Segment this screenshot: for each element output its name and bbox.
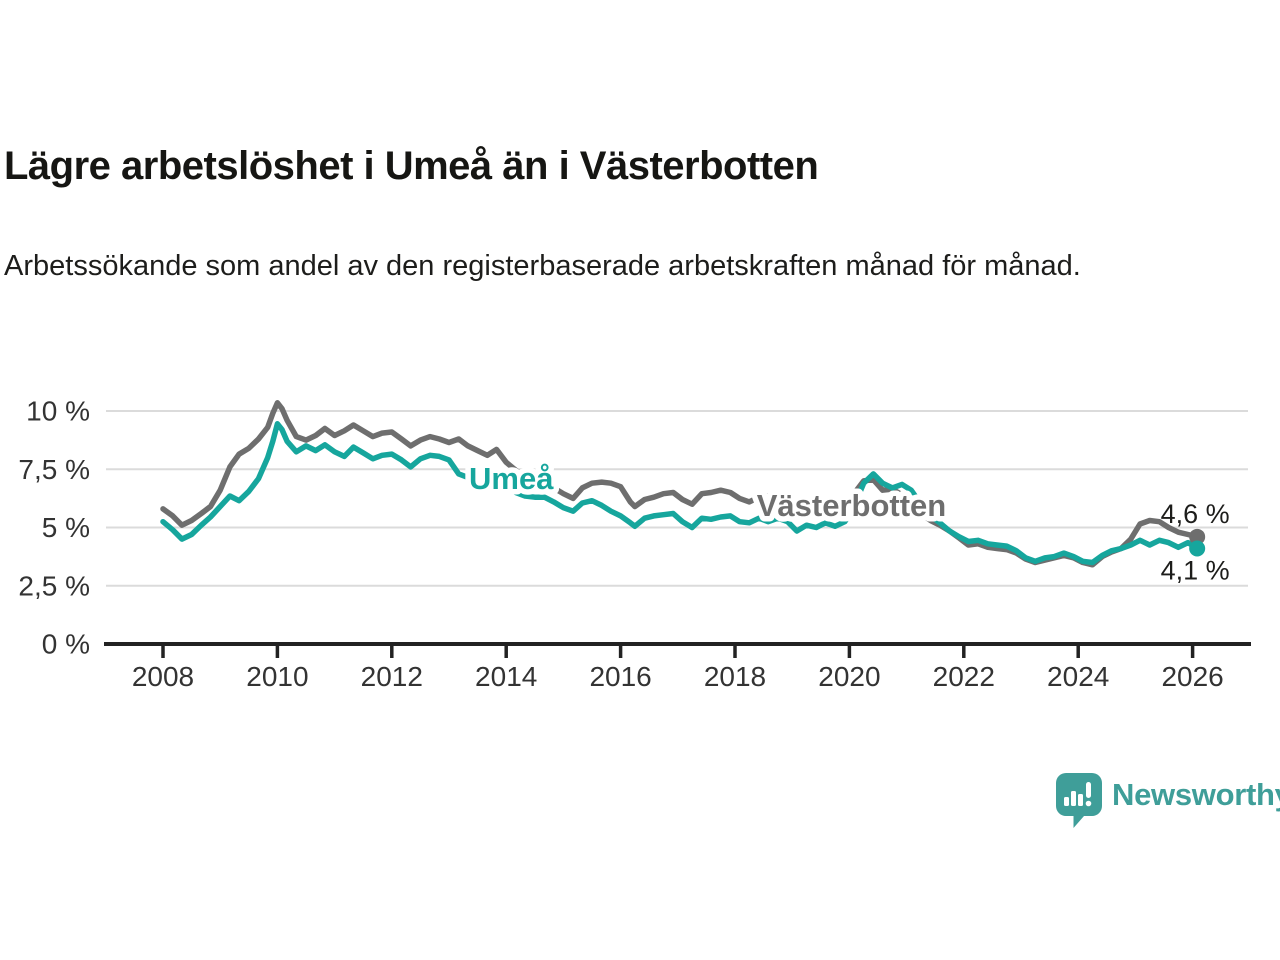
- y-axis-tick-label: 7,5 %: [18, 454, 90, 485]
- newsworthy-branding: Newsworthy: [1056, 773, 1280, 833]
- y-axis-tick-label: 0 %: [42, 629, 90, 660]
- page-title: Lägre arbetslöshet i Umeå än i Västerbot…: [4, 144, 819, 188]
- x-axis-tick-label: 2026: [1161, 661, 1223, 692]
- newsworthy-speech-bubble-chart-icon: [1056, 773, 1102, 828]
- y-axis-tick-label: 10 %: [26, 396, 90, 427]
- series-inline-label-västerbotten: Västerbotten: [757, 488, 946, 523]
- series-end-dot-västerbotten: [1189, 528, 1206, 545]
- latest-value-label-umeå: 4,1 %: [1161, 555, 1230, 585]
- chart-subtitle: Arbetssökande som andel av den registerb…: [4, 250, 1081, 282]
- x-axis-tick-label: 2020: [818, 661, 880, 692]
- y-axis-tick-label: 2,5 %: [18, 570, 90, 601]
- x-axis-tick-label: 2022: [933, 661, 995, 692]
- y-axis-tick-label: 5 %: [42, 512, 90, 543]
- x-axis-tick-label: 2018: [704, 661, 766, 692]
- x-axis-tick-label: 2024: [1047, 661, 1109, 692]
- series-inline-label-umeå: Umeå: [469, 461, 554, 496]
- series-end-dot-umeå: [1189, 540, 1206, 557]
- series-line-umeå: [160, 421, 1200, 566]
- x-axis-tick-label: 2008: [132, 661, 194, 692]
- x-axis-tick-label: 2014: [475, 661, 537, 692]
- series-line-västerbotten: [160, 400, 1200, 568]
- latest-value-label-västerbotten: 4,6 %: [1161, 499, 1230, 529]
- x-axis-tick-label: 2016: [589, 661, 651, 692]
- newsworthy-wordmark: Newsworthy: [1112, 777, 1280, 812]
- x-axis-tick-label: 2010: [246, 661, 308, 692]
- x-axis-tick-label: 2012: [361, 661, 423, 692]
